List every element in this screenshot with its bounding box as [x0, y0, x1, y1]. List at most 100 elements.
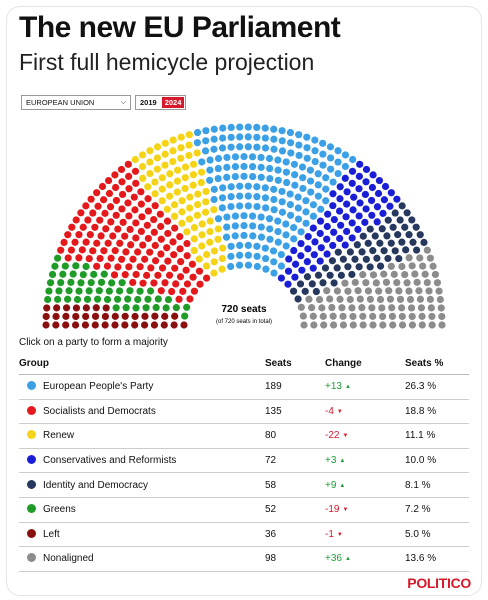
seat-dot[interactable]: [406, 295, 415, 304]
seat-dot[interactable]: [171, 312, 179, 320]
seat-dot[interactable]: [398, 202, 406, 210]
seat-dot[interactable]: [303, 133, 311, 141]
seat-dot[interactable]: [82, 238, 90, 246]
seat-dot[interactable]: [236, 251, 244, 259]
seat-dot[interactable]: [132, 219, 140, 227]
seat-dot[interactable]: [168, 287, 176, 296]
seat-dot[interactable]: [179, 287, 187, 295]
seat-dot[interactable]: [89, 209, 97, 217]
seat-dot[interactable]: [164, 229, 172, 238]
seat-dot[interactable]: [303, 273, 312, 281]
seat-dot[interactable]: [100, 247, 108, 255]
seat-dot[interactable]: [170, 251, 178, 259]
seat-dot[interactable]: [421, 270, 429, 278]
seat-dot[interactable]: [206, 166, 214, 174]
seat-dot[interactable]: [257, 213, 265, 221]
seat-dot[interactable]: [278, 137, 286, 145]
seat-dot[interactable]: [274, 238, 282, 246]
seat-dot[interactable]: [408, 216, 416, 224]
seat-dot[interactable]: [257, 153, 265, 162]
seat-dot[interactable]: [161, 279, 169, 287]
seat-dot[interactable]: [248, 153, 257, 161]
seat-dot[interactable]: [309, 312, 317, 320]
seat-dot[interactable]: [387, 239, 395, 247]
seat-dot[interactable]: [181, 174, 189, 182]
seat-dot[interactable]: [373, 254, 381, 262]
seat-dot[interactable]: [274, 217, 282, 225]
seat-dot[interactable]: [244, 143, 252, 151]
seat-dot[interactable]: [266, 225, 274, 233]
seat-dot[interactable]: [169, 157, 177, 166]
seat-dot[interactable]: [302, 208, 310, 216]
seat-dot[interactable]: [219, 134, 227, 142]
seat-dot[interactable]: [134, 248, 142, 256]
seat-dot[interactable]: [412, 246, 421, 254]
seat-dot[interactable]: [181, 163, 190, 171]
seat-dot[interactable]: [287, 149, 295, 157]
seat-dot[interactable]: [146, 158, 154, 166]
seat-dot[interactable]: [103, 295, 112, 304]
seat-dot[interactable]: [210, 247, 219, 255]
seat-dot[interactable]: [405, 231, 413, 239]
seat-dot[interactable]: [121, 321, 129, 329]
seat-dot[interactable]: [214, 174, 222, 183]
seat-dot[interactable]: [223, 173, 231, 181]
seat-dot[interactable]: [371, 232, 379, 240]
seat-dot[interactable]: [295, 141, 303, 149]
table-row[interactable]: Conservatives and Reformists 72 +3 ▲ 10.0 %: [19, 448, 469, 474]
seat-dot[interactable]: [206, 176, 214, 184]
seat-dot[interactable]: [151, 257, 160, 265]
seat-dot[interactable]: [227, 242, 235, 250]
seat-dot[interactable]: [196, 280, 204, 288]
seat-dot[interactable]: [210, 269, 218, 277]
seat-dot[interactable]: [231, 232, 239, 240]
seat-dot[interactable]: [218, 254, 227, 263]
seat-dot[interactable]: [59, 270, 67, 278]
seat-dot[interactable]: [396, 295, 405, 303]
seat-dot[interactable]: [388, 304, 396, 312]
seat-dot[interactable]: [385, 287, 393, 295]
seat-dot[interactable]: [54, 254, 62, 262]
seat-dot[interactable]: [322, 185, 330, 193]
seat-dot[interactable]: [398, 262, 406, 271]
seat-dot[interactable]: [95, 287, 103, 295]
seat-dot[interactable]: [231, 212, 240, 220]
seat-dot[interactable]: [172, 304, 180, 312]
seat-dot[interactable]: [282, 168, 291, 176]
seat-dot[interactable]: [111, 321, 119, 329]
seat-dot[interactable]: [278, 208, 287, 216]
seat-dot[interactable]: [111, 247, 119, 255]
seat-dot[interactable]: [93, 262, 101, 270]
seat-dot[interactable]: [158, 174, 166, 182]
seat-dot[interactable]: [393, 195, 401, 203]
seat-dot[interactable]: [166, 181, 174, 189]
seat-dot[interactable]: [249, 172, 257, 181]
seat-dot[interactable]: [131, 155, 139, 164]
seat-dot[interactable]: [219, 244, 227, 252]
seat-dot[interactable]: [270, 145, 278, 153]
seat-dot[interactable]: [236, 202, 244, 210]
seat-dot[interactable]: [386, 202, 394, 210]
seat-dot[interactable]: [378, 304, 386, 312]
seat-dot[interactable]: [341, 162, 349, 171]
seat-dot[interactable]: [291, 181, 299, 189]
seat-dot[interactable]: [223, 223, 231, 231]
seat-dot[interactable]: [223, 163, 231, 171]
seat-dot[interactable]: [202, 187, 210, 196]
seat-dot[interactable]: [329, 202, 337, 210]
seat-dot[interactable]: [294, 204, 302, 212]
seat-dot[interactable]: [79, 270, 87, 279]
seat-dot[interactable]: [270, 269, 278, 277]
seat-dot[interactable]: [52, 321, 60, 329]
seat-dot[interactable]: [362, 165, 371, 174]
seat-dot[interactable]: [112, 304, 120, 312]
seat-dot[interactable]: [94, 202, 102, 210]
table-row[interactable]: Renew 80 -22 ▼ 11.1 %: [19, 423, 469, 449]
seat-dot[interactable]: [359, 312, 367, 320]
seat-dot[interactable]: [362, 205, 370, 213]
seat-dot[interactable]: [235, 261, 244, 269]
seat-dot[interactable]: [398, 321, 407, 329]
seat-dot[interactable]: [362, 279, 370, 287]
seat-dot[interactable]: [193, 211, 201, 219]
seat-dot[interactable]: [295, 131, 303, 139]
